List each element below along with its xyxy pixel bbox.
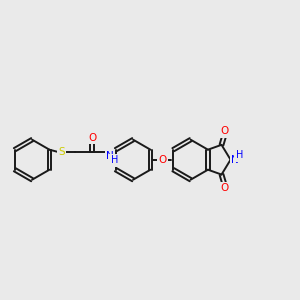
Text: H: H (236, 150, 243, 160)
Text: S: S (58, 147, 65, 157)
Text: O: O (158, 155, 166, 165)
Text: O: O (220, 183, 229, 193)
Text: N: N (231, 155, 238, 165)
Text: O: O (88, 133, 96, 143)
Text: N: N (106, 151, 114, 161)
Text: H: H (111, 155, 118, 165)
Text: O: O (220, 126, 229, 136)
